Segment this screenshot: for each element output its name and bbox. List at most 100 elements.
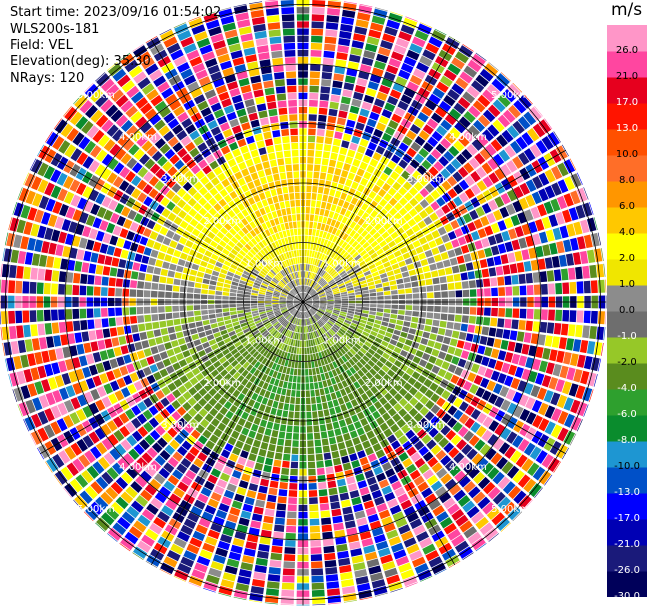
- velocity-gate: [384, 491, 396, 502]
- velocity-gate: [297, 376, 301, 383]
- velocity-gate: [238, 569, 252, 578]
- velocity-gate: [355, 19, 369, 29]
- velocity-gate: [227, 356, 236, 364]
- velocity-gate: [290, 339, 294, 346]
- velocity-gate: [362, 306, 370, 311]
- velocity-gate: [260, 259, 267, 266]
- velocity-gate: [540, 309, 548, 321]
- velocity-gate: [447, 363, 457, 373]
- velocity-gate: [218, 198, 227, 208]
- velocity-gate: [517, 212, 527, 224]
- velocity-gate: [541, 216, 552, 230]
- velocity-gate: [364, 363, 372, 371]
- velocity-gate: [54, 470, 68, 485]
- velocity-gate: [295, 311, 300, 318]
- velocity-gate: [379, 217, 388, 226]
- velocity-gate: [89, 501, 104, 516]
- velocity-gate: [213, 266, 221, 273]
- velocity-gate: [291, 289, 297, 295]
- velocity-gate: [311, 28, 324, 36]
- velocity-gate: [170, 49, 184, 61]
- velocity-gate: [402, 153, 413, 164]
- velocity-gate: [385, 266, 393, 273]
- velocity-gate: [341, 336, 348, 343]
- velocity-gate: [291, 250, 295, 258]
- velocity-gate: [208, 339, 217, 346]
- velocity-gate: [297, 318, 300, 326]
- velocity-gate: [320, 327, 326, 334]
- velocity-gate: [146, 145, 158, 157]
- velocity-gate: [228, 252, 236, 260]
- velocity-gate: [224, 373, 232, 381]
- velocity-gate: [525, 320, 533, 332]
- velocity-gate: [528, 247, 537, 259]
- velocity-gate: [381, 277, 389, 283]
- velocity-gate: [344, 209, 352, 218]
- velocity-gate: [437, 226, 447, 236]
- velocity-gate: [373, 466, 384, 476]
- velocity-gate: [195, 372, 204, 382]
- velocity-gate: [213, 202, 222, 212]
- velocity-gate: [252, 284, 260, 289]
- velocity-gate: [362, 155, 371, 164]
- velocity-gate: [222, 348, 230, 356]
- velocity-gate: [138, 323, 146, 332]
- velocity-gate: [280, 351, 286, 358]
- velocity-gate: [117, 134, 130, 147]
- velocity-gate: [463, 65, 478, 78]
- velocity-gate: [535, 450, 548, 464]
- velocity-gate: [144, 484, 157, 496]
- velocity-gate: [292, 375, 297, 383]
- velocity-gate: [394, 324, 403, 331]
- velocity-gate: [265, 324, 273, 330]
- velocity-gate: [130, 500, 144, 513]
- velocity-gate: [424, 272, 432, 279]
- velocity-gate: [422, 142, 434, 153]
- velocity-gate: [338, 284, 346, 289]
- velocity-gate: [72, 284, 80, 296]
- velocity-gate: [316, 467, 325, 476]
- velocity-gate: [466, 448, 478, 461]
- velocity-gate: [29, 281, 37, 294]
- velocity-gate: [281, 589, 295, 597]
- velocity-gate: [288, 315, 294, 322]
- velocity-gate: [323, 144, 332, 152]
- velocity-gate: [232, 57, 245, 67]
- velocity-gate: [108, 393, 118, 405]
- velocity-gate: [65, 358, 74, 371]
- velocity-gate: [406, 446, 417, 457]
- velocity-gate: [193, 257, 202, 265]
- velocity-gate: [309, 85, 319, 93]
- velocity-gate: [416, 165, 427, 175]
- velocity-gate: [431, 29, 446, 42]
- velocity-gate: [528, 106, 542, 121]
- velocity-gate: [266, 291, 273, 295]
- velocity-gate: [121, 80, 135, 93]
- velocity-gate: [199, 44, 213, 55]
- velocity-gate: [364, 341, 372, 348]
- velocity-gate: [248, 336, 256, 343]
- velocity-gate: [39, 254, 48, 267]
- velocity-gate: [394, 273, 403, 280]
- velocity-gate: [143, 348, 152, 357]
- velocity-gate: [332, 272, 339, 279]
- velocity-gate: [334, 405, 342, 414]
- velocity-gate: [405, 582, 418, 588]
- velocity-gate: [182, 350, 191, 358]
- velocity-gate: [346, 315, 354, 320]
- velocity-gate: [427, 305, 434, 312]
- velocity-gate: [295, 279, 299, 286]
- velocity-gate: [213, 235, 222, 244]
- velocity-gate: [37, 268, 46, 281]
- velocity-gate: [276, 372, 282, 380]
- velocity-gate: [280, 474, 289, 483]
- velocity-gate: [400, 265, 408, 273]
- velocity-gate: [108, 287, 115, 297]
- velocity-gate: [250, 172, 259, 181]
- velocity-gate: [513, 490, 527, 505]
- velocity-gate: [348, 187, 356, 196]
- velocity-gate: [504, 275, 512, 286]
- velocity-gate: [523, 209, 534, 222]
- velocity-gate: [94, 318, 102, 329]
